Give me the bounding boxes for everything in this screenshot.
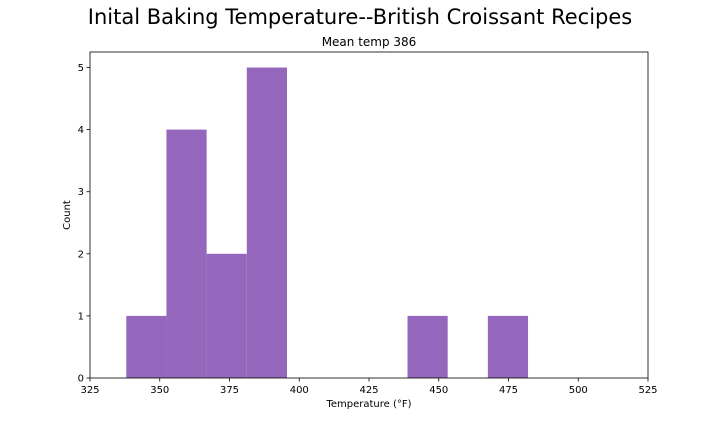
x-tick-label: 350 (150, 385, 169, 396)
chart-subtitle: Mean temp 386 (322, 35, 417, 49)
x-axis: 325 350 375 400 425 450 475 500 525 (80, 378, 658, 396)
x-tick-label: 500 (569, 385, 588, 396)
y-tick-label: 2 (78, 249, 84, 260)
x-tick-label: 425 (359, 385, 378, 396)
x-tick-label: 450 (429, 385, 448, 396)
y-tick-label: 4 (78, 125, 84, 136)
x-tick-label: 325 (80, 385, 99, 396)
y-axis: 0 1 2 3 4 5 (78, 63, 90, 385)
histogram-bar (487, 315, 529, 378)
y-tick-label: 1 (78, 311, 84, 322)
histogram-bar (126, 315, 167, 378)
x-tick-label: 475 (499, 385, 518, 396)
x-tick-label: 525 (638, 385, 657, 396)
x-axis-label: Temperature (°F) (325, 399, 411, 410)
y-tick-label: 0 (78, 374, 84, 385)
x-tick-label: 375 (220, 385, 239, 396)
histogram-bar (166, 129, 207, 378)
y-axis-label: Count (62, 200, 73, 230)
histogram-bar (206, 253, 247, 378)
y-tick-label: 3 (78, 187, 84, 198)
histogram-bar (246, 67, 287, 379)
histogram-bars (126, 67, 529, 379)
x-tick-label: 400 (290, 385, 309, 396)
chart-title: Inital Baking Temperature--British Crois… (88, 5, 632, 29)
y-tick-label: 5 (78, 63, 84, 74)
histogram-bar (407, 315, 448, 378)
